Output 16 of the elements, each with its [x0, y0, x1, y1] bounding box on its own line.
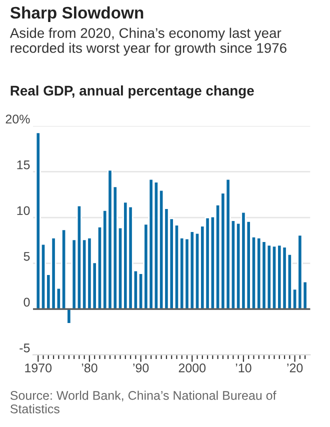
y-tick-label: 20% — [6, 114, 30, 124]
x-tick-label: ’20 — [287, 364, 303, 372]
x-tick-label: ’10 — [236, 364, 252, 372]
y-tick-label: 5 — [24, 252, 30, 261]
source-note: Source: World Bank, China’s National Bureau of Statistics — [10, 390, 276, 414]
y-tick-label: 15 — [17, 160, 30, 170]
x-tick-label: ’80 — [82, 364, 98, 372]
y-axis-title: Real GDP, annual percentage change — [10, 85, 254, 98]
x-tick-label: 2000 — [178, 364, 206, 372]
x-tick-label: 1970 — [25, 364, 52, 372]
y-tick-label: 10 — [17, 206, 30, 216]
y-tick-label: -5 — [20, 344, 30, 352]
y-tick-label: 0 — [24, 298, 30, 307]
chart-title: Sharp Slowdown — [10, 6, 144, 22]
chart-subtitle: Aside from 2020, China’s economy last year recorded its worst year for growth since 1976 — [10, 28, 286, 56]
x-tick-label: ’90 — [133, 364, 149, 372]
